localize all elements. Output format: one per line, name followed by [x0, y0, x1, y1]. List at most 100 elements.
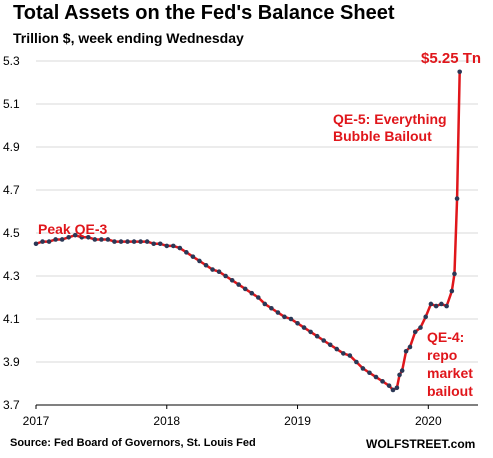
y-tick-labels: 3.7 3.9 4.1 4.3 4.5 4.7 4.9 5.1 5.3 [3, 54, 20, 412]
data-point [428, 301, 434, 307]
source-note: Source: Fed Board of Governors, St. Loui… [10, 437, 256, 449]
data-point [177, 245, 183, 251]
data-point [439, 301, 444, 307]
annotation-peak-qe3: Peak QE-3 [38, 221, 107, 237]
data-point [275, 310, 281, 315]
data-point [423, 314, 428, 320]
x-tick-labels: 2017 2018 2019 2020 [23, 405, 442, 428]
data-point [403, 348, 409, 354]
data-point [157, 241, 163, 247]
data-point [334, 346, 340, 352]
data-point [184, 250, 189, 255]
data-point [394, 385, 400, 391]
data-point [59, 237, 65, 242]
data-point [242, 286, 248, 292]
data-point [327, 342, 333, 348]
data-point [354, 359, 359, 365]
data-point [53, 237, 58, 242]
data-point [171, 243, 176, 249]
data-point [433, 303, 439, 309]
watermark: WOLFSTREET.com [366, 437, 476, 451]
data-point [223, 273, 228, 279]
data-point [118, 239, 124, 244]
data-point [399, 368, 405, 373]
data-point [452, 271, 457, 277]
x-tick-label: 2019 [284, 414, 311, 428]
y-tick-label: 4.5 [3, 226, 20, 240]
data-point [216, 269, 222, 275]
data-point [249, 290, 255, 296]
annotation-qe4-line2: repo [427, 347, 457, 363]
annotation-qe5-line2: Bubble Bailout [333, 128, 432, 144]
data-point [86, 235, 91, 240]
gridlines [36, 60, 478, 363]
data-point [66, 235, 71, 240]
data-point [454, 196, 460, 201]
data-point [79, 235, 85, 240]
data-point [144, 239, 150, 244]
data-point [131, 239, 137, 244]
data-point [444, 303, 449, 309]
series [33, 69, 462, 393]
data-point [397, 372, 402, 378]
annotation-qe4-line4: bailout [427, 383, 473, 399]
data-point [449, 288, 455, 294]
data-point [457, 69, 462, 75]
data-point [33, 241, 39, 247]
data-point [236, 282, 241, 287]
data-point [112, 239, 117, 244]
data-point [210, 267, 215, 272]
data-point [256, 295, 261, 300]
chart-subtitle: Trillion $, week ending Wednesday [13, 30, 244, 46]
y-tick-label: 4.7 [3, 183, 20, 197]
annotation-qe4-line1: QE-4: [427, 329, 464, 345]
data-point [288, 316, 294, 322]
data-point [373, 374, 379, 380]
x-tick-label: 2018 [153, 414, 180, 428]
data-point [367, 370, 372, 376]
data-point [295, 321, 300, 326]
annotation-qe5-line1: QE-5: Everything [333, 111, 447, 127]
data-point [386, 383, 392, 388]
y-tick-label: 5.3 [3, 54, 20, 68]
data-point [197, 258, 202, 264]
y-tick-label: 4.3 [3, 269, 20, 283]
data-point [99, 237, 104, 242]
data-point [46, 239, 52, 244]
x-tick-label: 2017 [23, 414, 50, 428]
data-point [380, 379, 385, 384]
data-point [105, 237, 111, 242]
data-point [40, 239, 45, 244]
annotation-total: $5.25 Tn [421, 50, 481, 67]
data-point [190, 254, 196, 259]
data-point [262, 301, 268, 307]
data-point [360, 366, 366, 371]
data-point [308, 329, 313, 335]
data-point [301, 325, 307, 330]
data-point [92, 237, 98, 242]
y-tick-label: 4.9 [3, 140, 20, 154]
data-point [164, 243, 170, 249]
data-point [138, 239, 143, 244]
data-point [418, 325, 423, 330]
chart-title: Total Assets on the Fed's Balance Sheet [13, 2, 395, 24]
data-point [412, 329, 418, 335]
y-tick-label: 5.1 [3, 97, 20, 111]
data-point [407, 344, 413, 350]
data-point [125, 239, 130, 244]
data-point [229, 278, 235, 283]
data-point [282, 314, 287, 320]
data-point [72, 232, 78, 238]
data-point [347, 353, 353, 358]
data-point [203, 262, 209, 268]
x-tick-label: 2020 [415, 414, 442, 428]
data-point [269, 305, 274, 311]
data-point [341, 351, 346, 356]
data-point [151, 241, 156, 247]
data-point [390, 387, 396, 393]
annotation-qe4-line3: market [427, 365, 473, 381]
y-tick-label: 4.1 [3, 312, 20, 326]
data-point [321, 338, 326, 343]
y-tick-label: 3.9 [3, 355, 20, 369]
